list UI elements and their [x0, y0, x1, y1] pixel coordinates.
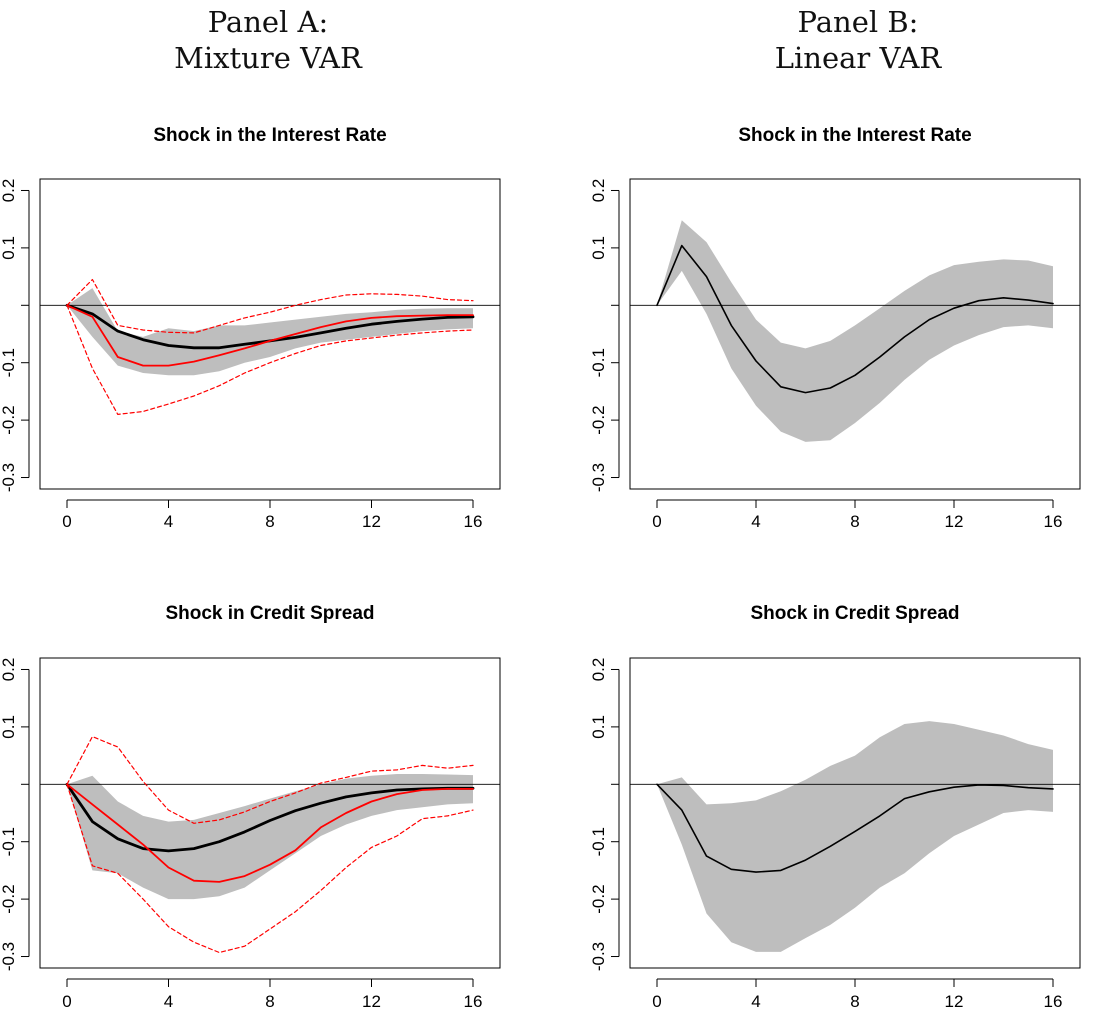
y-tick-label: -0.2	[589, 405, 608, 434]
x-tick-label: 4	[751, 512, 760, 531]
x-tick-label: 12	[362, 992, 381, 1011]
x-tick-label: 16	[464, 992, 483, 1011]
x-tick-label: 4	[164, 512, 173, 531]
chart-mixture-interest-rate: Shock in the Interest Rate 0 4 8 12 16 0.2 0.1 -…	[0, 125, 501, 531]
series-line-0	[656, 783, 1054, 873]
plot-frame	[39, 178, 501, 490]
plot-frame	[629, 178, 1081, 490]
panel-a-header: Panel A: Mixture VAR	[88, 4, 448, 76]
y-tick-label: -0.3	[0, 942, 18, 971]
y-tick-label: 0.1	[589, 236, 608, 260]
x-tick-label: 0	[62, 992, 71, 1011]
y-tick-label: -0.1	[0, 827, 18, 856]
series-line-dashed-3	[66, 783, 474, 954]
panel-b-header: Panel B: Linear VAR	[678, 4, 1038, 76]
x-tick-label: 0	[652, 992, 661, 1011]
panel-b-label: Panel B:	[797, 5, 919, 39]
x-tick-label: 16	[1044, 992, 1063, 1011]
x-tick-label: 8	[265, 992, 274, 1011]
y-tick-label: 0.2	[589, 658, 608, 682]
chart-title: Shock in Credit Spread	[165, 603, 374, 624]
confidence-band	[657, 220, 1053, 442]
y-tick-label: 0.1	[0, 715, 18, 739]
chart-mixture-credit-spread: Shock in Credit Spread 0 4 8 12 16 0.2 0.1 -0.1 -…	[0, 603, 501, 1011]
chart-title: Shock in the Interest Rate	[738, 125, 971, 146]
y-tick-label: -0.1	[589, 348, 608, 377]
y-tick-label: 0.2	[589, 179, 608, 203]
y-tick-label: -0.3	[0, 463, 18, 492]
x-tick-label: 8	[850, 992, 859, 1011]
x-tick-label: 0	[62, 512, 71, 531]
y-tick-label: -0.1	[0, 348, 18, 377]
y-tick-label: -0.2	[589, 884, 608, 913]
chart-linear-credit-spread: Shock in Credit Spread 0 4 8 12 16 0.2 0.1 -0.1 -…	[589, 603, 1081, 1011]
x-tick-label: 16	[1044, 512, 1063, 531]
confidence-band	[67, 774, 473, 900]
x-tick-label: 12	[945, 992, 964, 1011]
series-line-0	[65, 782, 475, 853]
x-tick-label: 16	[464, 512, 483, 531]
x-tick-label: 4	[751, 992, 760, 1011]
plot-frame	[39, 657, 501, 969]
x-tick-label: 0	[652, 512, 661, 531]
chart-title: Shock in Credit Spread	[750, 603, 959, 624]
series-line-1	[66, 304, 474, 367]
confidence-band	[657, 721, 1053, 952]
x-tick-label: 4	[164, 992, 173, 1011]
chart-title: Shock in the Interest Rate	[153, 125, 386, 146]
panel-a-label: Panel A:	[207, 5, 329, 39]
y-tick-label: 0.2	[0, 658, 18, 682]
series-line-dashed-3	[66, 304, 474, 415]
series-line-dashed-2	[66, 278, 474, 334]
y-tick-label: -0.2	[0, 405, 18, 434]
y-tick-label: -0.1	[589, 827, 608, 856]
confidence-band	[67, 288, 473, 376]
y-tick-label: 0.1	[589, 715, 608, 739]
series-line-1	[66, 783, 474, 883]
x-tick-label: 12	[362, 512, 381, 531]
y-tick-label: -0.2	[0, 884, 18, 913]
y-tick-label: 0.1	[0, 236, 18, 260]
panel-b-subtitle: Linear VAR	[774, 41, 942, 75]
x-tick-label: 8	[850, 512, 859, 531]
x-tick-label: 8	[265, 512, 274, 531]
series-line-0	[656, 244, 1054, 394]
chart-linear-interest-rate: Shock in the Interest Rate 0 4 8 12 16 0.2 0.1 -…	[589, 125, 1081, 531]
y-tick-label: -0.3	[589, 463, 608, 492]
y-tick-label: 0.2	[0, 179, 18, 203]
x-tick-label: 12	[945, 512, 964, 531]
panel-a-subtitle: Mixture VAR	[174, 41, 362, 75]
y-tick-label: -0.3	[589, 942, 608, 971]
plot-frame	[629, 657, 1081, 969]
